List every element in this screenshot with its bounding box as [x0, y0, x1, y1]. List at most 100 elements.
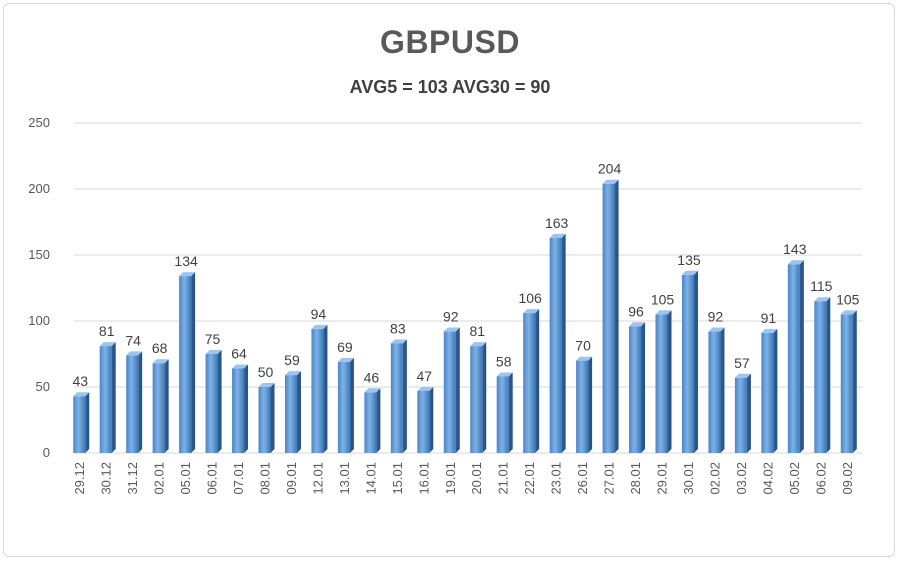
bar [549, 233, 566, 453]
data-labels: 43 81 74 68 134 75 64 50 59 94 69 46 83 47 92 81 58 106 16… [72, 161, 859, 390]
bar-top [629, 322, 646, 327]
bar-side [323, 324, 328, 453]
bar-top [337, 357, 354, 362]
data-label: 81 [469, 323, 485, 339]
x-tick-label: 02.02 [707, 462, 722, 495]
data-label: 105 [836, 291, 860, 307]
data-label: 143 [783, 241, 807, 257]
bar-front [602, 183, 615, 453]
x-tick-label: 27.01 [602, 462, 617, 495]
data-label: 204 [598, 161, 622, 177]
data-label: 50 [258, 364, 274, 380]
bar-side [191, 272, 196, 453]
bar-side [852, 310, 857, 453]
bar-side [111, 342, 116, 453]
bar-front [814, 301, 827, 453]
bar-front [99, 346, 112, 453]
x-tick-label: 22.01 [522, 462, 537, 495]
bar-side [799, 260, 804, 453]
bar-front [73, 396, 86, 453]
x-tick-label: 26.01 [575, 462, 590, 495]
y-tick-label: 200 [28, 181, 50, 196]
chart-frame [3, 3, 895, 557]
data-label: 58 [496, 353, 512, 369]
bar-top [311, 324, 328, 329]
chart-title: GBPUSD [380, 24, 520, 60]
bar-side [217, 350, 222, 453]
bar-top [364, 388, 381, 393]
bar-top [126, 351, 143, 356]
bar-side [85, 392, 90, 453]
x-tick-label: 31.12 [125, 462, 140, 495]
gridlines [74, 122, 862, 454]
bar-top [152, 359, 169, 364]
x-tick-label: 12.01 [310, 462, 325, 495]
data-label: 75 [205, 331, 221, 347]
bar [99, 342, 116, 453]
y-tick-label: 50 [36, 379, 50, 394]
x-tick-label: 19.01 [443, 462, 458, 495]
bar-top [549, 233, 566, 238]
x-tick-label: 05.02 [787, 462, 802, 495]
x-tick-label: 04.02 [760, 462, 775, 495]
bar [681, 270, 698, 453]
bar-top [258, 383, 275, 387]
bar-front [126, 355, 139, 453]
data-label: 96 [628, 303, 644, 319]
bar [364, 388, 381, 453]
bar-front [470, 346, 483, 453]
bar-side [535, 309, 540, 453]
bar [126, 351, 143, 453]
bar [152, 359, 169, 453]
bar-top [232, 364, 249, 369]
bar-front [179, 276, 192, 453]
x-tick-label: 02.01 [152, 462, 167, 495]
bar-side [376, 388, 381, 453]
bar-front [258, 387, 271, 453]
x-tick-label: 06.02 [813, 462, 828, 495]
data-label: 68 [152, 340, 168, 356]
data-label: 69 [337, 339, 353, 355]
bar [734, 373, 751, 453]
bar [576, 356, 593, 453]
bar-front [523, 313, 536, 453]
bar [417, 386, 434, 453]
bar-top [73, 392, 90, 397]
data-label: 135 [677, 252, 701, 268]
bar-front [443, 331, 456, 453]
bar-side [561, 233, 566, 453]
bar-side [641, 322, 646, 453]
data-label: 47 [417, 368, 433, 384]
bar-top [681, 270, 698, 275]
bar-side [164, 359, 169, 453]
bar [337, 357, 354, 453]
data-label: 64 [231, 346, 247, 362]
bar-side [402, 339, 407, 453]
bar-side [455, 327, 460, 453]
bar [390, 339, 407, 453]
x-tick-label: 09.02 [840, 462, 855, 495]
x-tick-label: 29.01 [655, 462, 670, 495]
bar-side [614, 179, 619, 453]
bar [787, 260, 804, 453]
data-label: 43 [72, 373, 88, 389]
bar-top [99, 342, 116, 347]
bar-top [179, 272, 196, 277]
bar-top [443, 327, 460, 332]
data-label: 74 [125, 332, 141, 348]
bar-top [734, 373, 751, 378]
bar [284, 371, 301, 453]
x-tick-label: 21.01 [496, 462, 511, 495]
bar-front [629, 326, 642, 453]
bar [73, 392, 90, 453]
x-axis-ticks: 29.12 30.12 31.12 02.01 05.01 06.01 07.01 08.01… [72, 462, 855, 495]
x-tick-label: 30.01 [681, 462, 696, 495]
bar-side [588, 356, 593, 453]
data-label: 70 [575, 338, 591, 354]
bar [655, 310, 672, 453]
x-tick-label: 20.01 [469, 462, 484, 495]
bar-front [840, 314, 853, 453]
bar-top [390, 339, 407, 344]
bar-front [549, 237, 562, 453]
bar-side [508, 372, 513, 453]
